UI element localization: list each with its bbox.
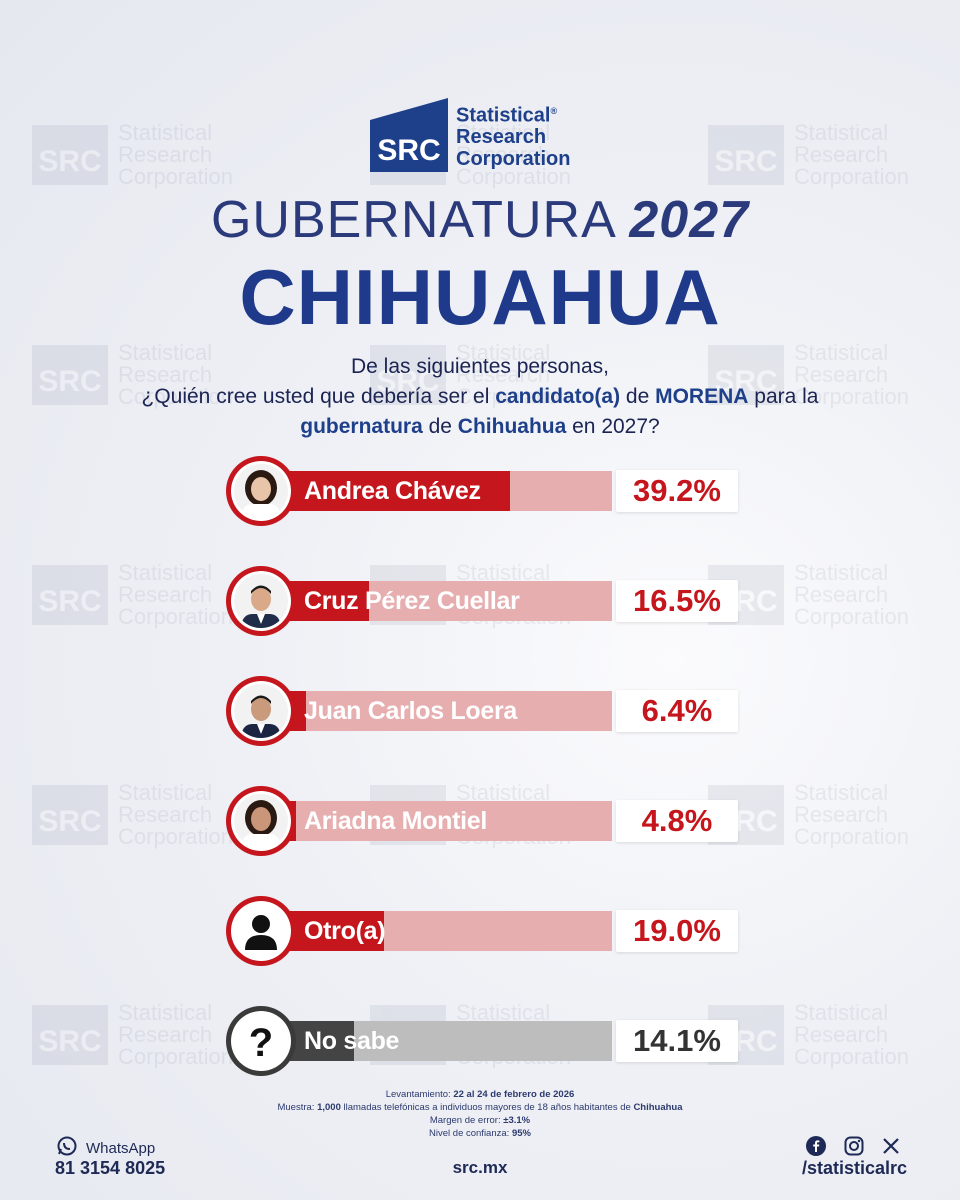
instagram-icon[interactable]: [844, 1136, 864, 1161]
bar-row: Ariadna Montiel 4.8%: [226, 786, 746, 856]
social-handle[interactable]: /statisticalrc: [802, 1158, 908, 1178]
category-label: Juan Carlos Loera: [304, 697, 518, 725]
title-gubernatura: GUBERNATURA 2027: [0, 190, 960, 250]
whatsapp-label: WhatsApp: [86, 1140, 156, 1157]
category-label: Andrea Chávez: [304, 477, 481, 505]
notes-margin: Margen de error: ±3.1%: [429, 1115, 531, 1126]
svg-text:?: ?: [249, 1021, 273, 1065]
website-link[interactable]: src.mx: [452, 1158, 508, 1177]
value-label: 6.4%: [616, 690, 738, 732]
value-label: 16.5%: [616, 580, 738, 622]
bar-row: Otro(a) 19.0%: [226, 896, 746, 966]
bar-row: Juan Carlos Loera 6.4%: [226, 676, 746, 746]
question-line3: gubernatura de Chihuahua en 2027?: [300, 415, 660, 438]
candidate-photo: [226, 786, 296, 856]
bar-row: Cruz Pérez Cuellar 16.5%: [226, 566, 746, 636]
bar: [266, 471, 510, 511]
title-prefix: GUBERNATURA: [210, 191, 614, 249]
title-year: 2027: [629, 191, 750, 249]
logo-wordmark: Statistical® Research Corporation: [456, 100, 571, 171]
value-label: 4.8%: [616, 800, 738, 842]
logo-mark: SRC: [370, 98, 448, 172]
notes-confidence: Nivel de confianza: 95%: [429, 1128, 531, 1139]
methodology-notes: Levantamiento: 22 al 24 de febrero de 20…: [0, 1088, 960, 1140]
src-logo: SRC Statistical® Research Corporation: [370, 98, 570, 172]
user-silhouette-icon: [226, 896, 296, 966]
notes-fieldwork: Levantamiento: 22 al 24 de febrero de 20…: [385, 1089, 575, 1100]
facebook-icon[interactable]: [806, 1136, 826, 1161]
value-label: 14.1%: [616, 1020, 738, 1062]
category-label: Ariadna Montiel: [304, 807, 488, 835]
whatsapp-number[interactable]: 81 3154 8025: [55, 1158, 166, 1178]
bar-row: No sabe 14.1%?: [226, 1006, 746, 1076]
logo-line2: Research: [456, 126, 547, 149]
survey-question: De las siguientes personas, ¿Quién cree …: [0, 352, 960, 442]
candidate-photo: [226, 456, 296, 526]
question-line1: De las siguientes personas,: [351, 355, 609, 378]
watermark-abbr: SRC: [32, 345, 108, 405]
watermark-abbr: SRC: [32, 1005, 108, 1065]
watermark-abbr: SRC: [32, 565, 108, 625]
social-icons: [806, 1136, 900, 1161]
category-label: Otro(a): [304, 917, 386, 945]
bar-track: [266, 691, 612, 731]
value-label: 39.2%: [616, 470, 738, 512]
watermark-abbr: SRC: [32, 785, 108, 845]
registered-mark: ®: [550, 105, 558, 116]
whatsapp-contact[interactable]: WhatsApp: [56, 1135, 155, 1162]
logo-line3: Corporation: [456, 148, 571, 171]
whatsapp-icon: [56, 1135, 78, 1162]
bar-track: [266, 801, 612, 841]
watermark-abbr: SRC: [32, 125, 108, 185]
question-mark-icon: ?: [226, 1006, 296, 1076]
category-label: No sabe: [304, 1027, 400, 1055]
value-label: 19.0%: [616, 910, 738, 952]
candidate-photo: [226, 566, 296, 636]
title-state: CHIHUAHUA: [239, 253, 721, 341]
bar-row: Andrea Chávez 39.2%: [226, 456, 746, 526]
watermark-abbr: SRC: [708, 125, 784, 185]
watermark-abbr: SRC: [708, 345, 784, 405]
x-icon[interactable]: [882, 1137, 900, 1160]
logo-abbr: SRC: [377, 134, 440, 167]
watermark-abbr: SRC: [370, 345, 446, 405]
candidate-photo: [226, 676, 296, 746]
notes-sample: Muestra: 1,000 llamadas telefónicas a in…: [277, 1102, 683, 1113]
logo-line1: Statistical: [456, 104, 551, 127]
question-line2: ¿Quién cree usted que debería ser el can…: [141, 385, 819, 408]
category-label: Cruz Pérez Cuellar: [304, 587, 520, 615]
